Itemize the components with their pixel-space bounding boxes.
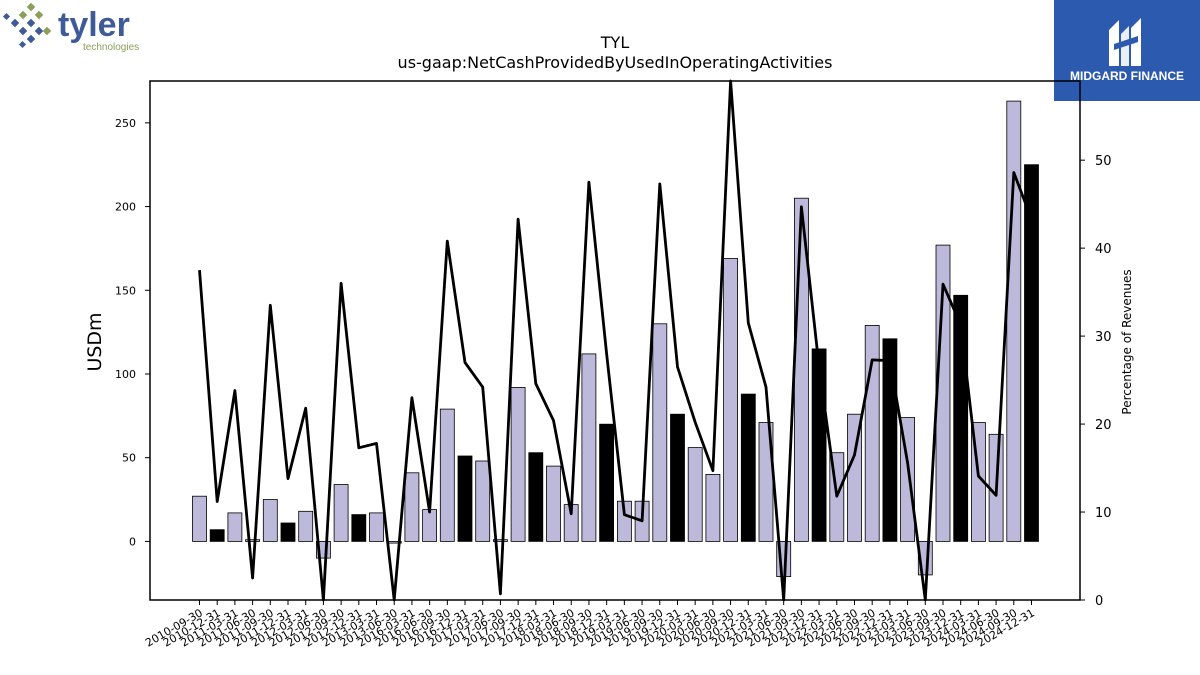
bar-2016-12-31 — [457, 455, 473, 542]
bar-2011-09-30 — [262, 499, 278, 542]
bar-2018-12-31 — [599, 423, 614, 542]
bar-2022-09-30 — [864, 324, 880, 542]
bar-2020-06-30 — [705, 473, 721, 542]
y2-tick-label: 20 — [1095, 418, 1112, 433]
bars-group — [192, 100, 1039, 578]
y-axis-left: 0 50 100 150 200 250 — [115, 117, 150, 548]
tyler-technologies-logo: tyler technologies — [2, 2, 139, 53]
bar-2018-03-31 — [546, 465, 561, 542]
bar-2019-12-31 — [670, 413, 685, 542]
pct-line-group — [198, 79, 1033, 602]
y2-tick-label: 50 — [1095, 154, 1112, 169]
bar-2016-06-30 — [422, 509, 438, 542]
bar-2010-12-31 — [209, 529, 225, 542]
pct-of-revenues-line — [198, 79, 1033, 602]
bar-2021-12-31 — [811, 348, 827, 542]
tyler-logo-tagline: technologies — [83, 42, 139, 53]
chart-subtitle: us-gaap:NetCashProvidedByUsedInOperating… — [398, 53, 833, 72]
y-tick-label: 100 — [115, 368, 136, 381]
y-axis-label: USDm — [84, 312, 106, 371]
y2-tick-label: 30 — [1095, 330, 1112, 345]
bar-2019-09-30 — [652, 323, 668, 542]
bar-2022-06-30 — [847, 413, 862, 542]
bar-2011-03-31 — [227, 512, 243, 542]
bar-2017-06-30 — [492, 539, 508, 542]
bar-2017-09-30 — [510, 386, 526, 542]
chart-title: TYL — [600, 33, 630, 52]
midgard-logo-mark-icon: MIDGARD FINANCE — [1070, 18, 1184, 83]
bar-2024-09-30 — [1006, 100, 1022, 542]
bar-2020-09-30 — [723, 258, 738, 542]
bar-2022-12-31 — [882, 338, 898, 542]
tyler-logo-mark-icon — [2, 2, 52, 49]
midgard-logo-wordmark: MIDGARD FINANCE — [1070, 69, 1184, 83]
bar-2011-06-30 — [245, 539, 261, 542]
y-tick-label: 50 — [122, 452, 136, 465]
bar-2010-09-30 — [192, 495, 207, 542]
bar-2020-12-31 — [740, 393, 756, 542]
bar-2012-03-31 — [298, 510, 314, 542]
y-tick-label: 0 — [129, 535, 136, 548]
bar-2020-03-31 — [687, 447, 703, 542]
bar-2012-09-30 — [333, 484, 349, 542]
bar-2012-12-31 — [351, 514, 367, 542]
x-axis: 2010-09-302010-12-312011-03-312011-06-30… — [143, 600, 1037, 650]
tyler-logo-wordmark: tyler — [58, 6, 130, 44]
y2-axis-label: Percentage of Revenues — [1120, 269, 1134, 414]
bar-2019-03-31 — [617, 500, 632, 542]
y2-tick-label: 0 — [1095, 594, 1103, 609]
y-axis-right: 0 10 20 30 40 50 — [1080, 154, 1112, 609]
bar-2024-12-31 — [1024, 164, 1039, 542]
y-tick-label: 150 — [115, 284, 136, 297]
midgard-finance-logo: MIDGARD FINANCE — [1054, 0, 1200, 101]
y2-tick-label: 40 — [1095, 242, 1112, 257]
bar-2018-09-30 — [581, 353, 597, 542]
bar-2013-03-31 — [369, 512, 384, 542]
plot-frame — [149, 80, 1081, 601]
y-tick-label: 200 — [115, 201, 136, 214]
bar-2016-09-30 — [439, 408, 455, 542]
bar-2017-12-31 — [528, 452, 544, 542]
bar-2017-03-31 — [475, 460, 491, 542]
y-tick-label: 250 — [115, 117, 136, 130]
y2-tick-label: 10 — [1095, 506, 1112, 521]
bar-2011-12-31 — [280, 522, 296, 542]
bar-2016-03-31 — [404, 472, 420, 542]
